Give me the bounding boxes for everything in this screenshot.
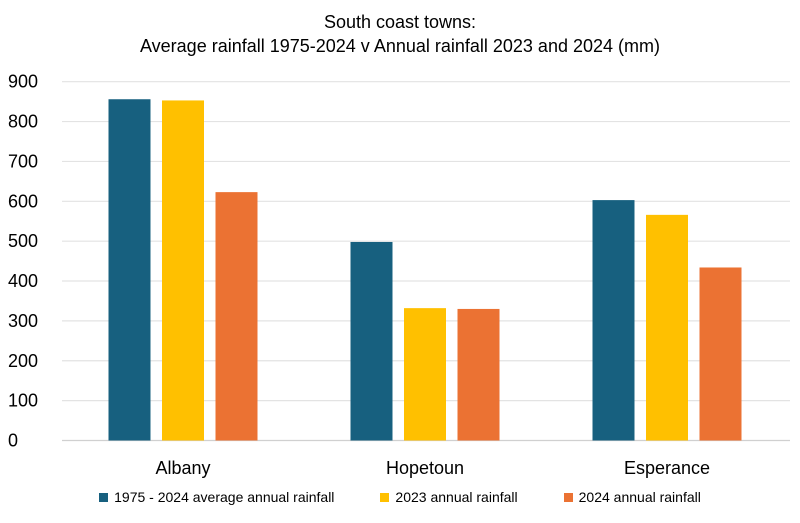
bar [350,241,393,441]
legend: 1975 - 2024 average annual rainfall 2023… [0,489,800,505]
bar [108,99,151,441]
bar [457,308,500,441]
x-tick-label: Esperance [624,458,710,478]
legend-swatch [99,492,109,502]
legend-label: 1975 - 2024 average annual rainfall [114,489,335,505]
legend-label: 2024 annual rainfall [578,489,701,505]
bar [404,308,446,441]
y-tick-label: 200 [8,351,38,371]
bar [699,267,742,441]
legend-label: 2023 annual rainfall [395,489,518,505]
bar [646,214,688,441]
bar [592,200,635,441]
legend-item: 2023 annual rainfall [380,489,518,505]
y-tick-label: 300 [8,311,38,331]
y-tick-label: 700 [8,151,38,171]
y-tick-label: 500 [8,231,38,251]
bar [215,192,258,441]
x-tick-label: Albany [155,458,210,478]
x-tick-label: Hopetoun [386,458,464,478]
legend-swatch [380,492,390,502]
y-tick-label: 400 [8,271,38,291]
y-tick-label: 100 [8,391,38,411]
chart-title: South coast towns: Average rainfall 1975… [0,10,800,58]
legend-swatch [563,492,573,502]
chart-subtitle: Average rainfall 1975-2024 v Annual rain… [139,36,660,56]
y-tick-label: 900 [8,72,38,92]
y-tick-label: 600 [8,191,38,211]
legend-item: 1975 - 2024 average annual rainfall [99,489,334,505]
y-tick-label: 0 [8,431,18,451]
y-tick-label: 800 [8,112,38,132]
chart-title-line1: South coast towns: [323,12,477,32]
bar [162,100,204,441]
legend-item: 2024 annual rainfall [563,489,701,505]
